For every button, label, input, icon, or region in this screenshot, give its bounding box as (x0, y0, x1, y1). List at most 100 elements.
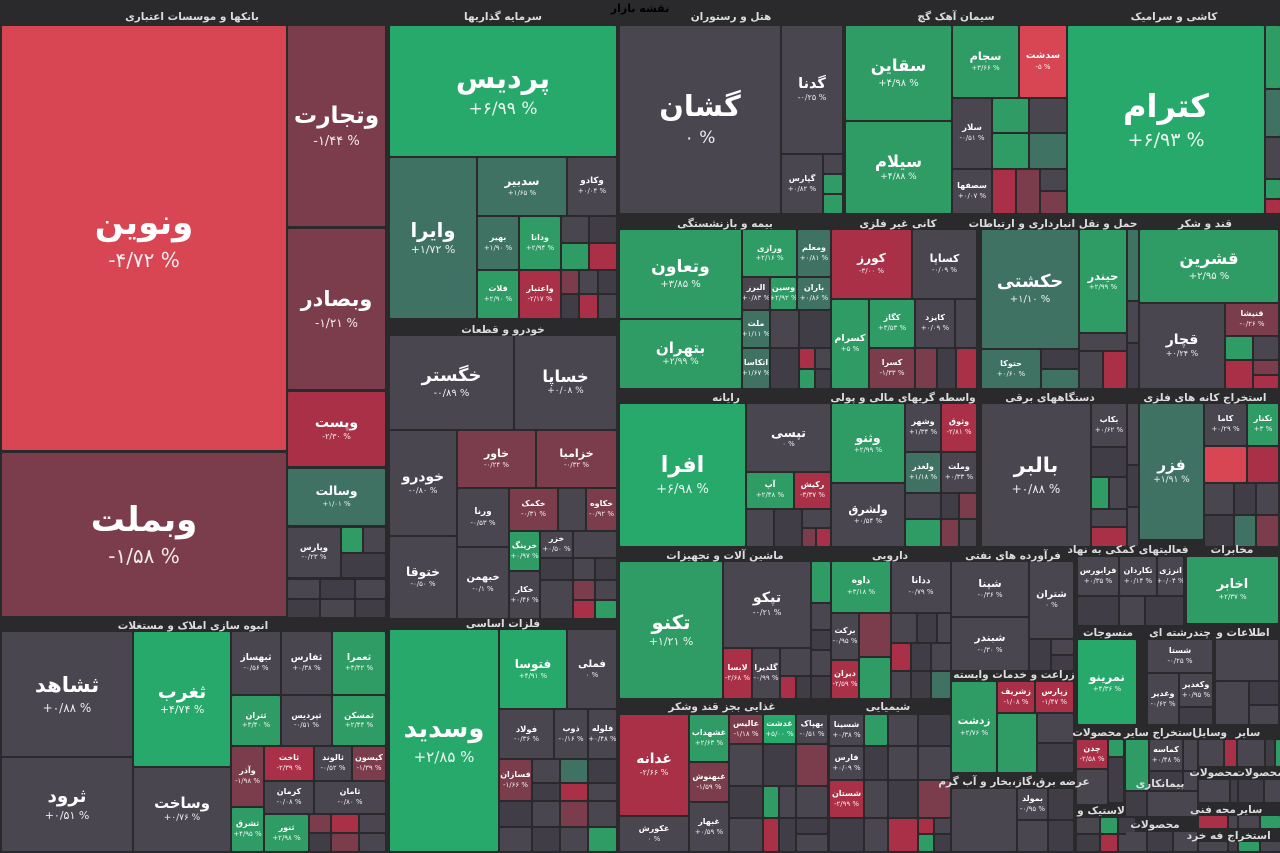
stock-tile[interactable]: وغدیر -۰/۶۲ % (1148, 674, 1178, 724)
stock-tile[interactable]: وتعاون +۳/۸۵ % (620, 230, 741, 318)
stock-tile-small[interactable] (1266, 200, 1280, 213)
stock-tile-small[interactable] (993, 170, 1015, 213)
stock-tile-small[interactable] (889, 747, 917, 779)
stock-tile-small[interactable] (1109, 740, 1123, 756)
stock-tile-small[interactable] (797, 787, 827, 817)
stock-tile[interactable]: وآذر -۱/۹۸ % (232, 747, 263, 806)
stock-tile-small[interactable] (1052, 656, 1073, 670)
stock-tile[interactable]: وسدید +۲/۸۵ % (390, 630, 498, 851)
stock-tile-small[interactable] (816, 349, 830, 368)
stock-tile[interactable]: شتران ۰ % (1030, 562, 1073, 638)
stock-tile-small[interactable] (596, 601, 616, 618)
stock-tile-small[interactable] (288, 600, 319, 617)
stock-tile-small[interactable] (541, 559, 572, 579)
stock-tile[interactable]: کساپا -۰/۰۹ % (913, 230, 976, 298)
stock-tile[interactable]: ولشرق +۰/۵۴ % (832, 484, 904, 546)
stock-tile[interactable]: سقاین +۴/۹۸ % (846, 26, 951, 120)
stock-tile[interactable]: وشهر +۱/۳۴ % (906, 404, 940, 451)
stock-tile-small[interactable] (1261, 842, 1280, 851)
stock-tile[interactable]: اتکاسا +۱/۶۷ % (743, 349, 769, 388)
stock-tile-small[interactable] (1148, 832, 1172, 851)
stock-tile-small[interactable] (824, 155, 842, 173)
stock-tile[interactable]: ثشاهد +۰/۸۸ % (2, 632, 132, 756)
stock-tile[interactable]: بمولد -۰/۹۵ % (1018, 789, 1047, 819)
stock-tile-small[interactable] (812, 562, 830, 602)
stock-tile-small[interactable] (562, 295, 578, 318)
stock-tile[interactable]: ثمسکن +۲/۴۴ % (333, 696, 385, 745)
stock-tile-small[interactable] (590, 217, 616, 242)
stock-tile-small[interactable] (1199, 740, 1223, 766)
stock-tile-small[interactable] (1216, 682, 1248, 724)
stock-tile-small[interactable] (889, 715, 917, 745)
stock-tile[interactable]: نمرینو +۴/۳۶ % (1078, 640, 1136, 724)
stock-tile-small[interactable] (1265, 780, 1280, 802)
stock-tile[interactable]: کماسه +۰/۴۸ % (1150, 740, 1182, 770)
stock-tile-small[interactable] (500, 828, 531, 851)
stock-tile-small[interactable] (1080, 334, 1126, 350)
stock-tile[interactable]: ثاخت -۲/۳۹ % (265, 747, 313, 780)
stock-tile[interactable]: ددانا -۰/۷۹ % (892, 562, 950, 612)
stock-tile-small[interactable] (559, 489, 585, 530)
stock-tile-small[interactable] (1276, 740, 1280, 766)
stock-tile[interactable]: خگستر -۰/۸۹ % (390, 336, 513, 429)
stock-tile-small[interactable] (1226, 337, 1252, 359)
stock-tile[interactable]: خودرو -۰/۸۰ % (390, 431, 456, 535)
stock-tile-small[interactable] (1250, 706, 1278, 724)
stock-tile-small[interactable] (797, 677, 810, 698)
stock-tile-small[interactable] (764, 787, 778, 817)
stock-tile-small[interactable] (1128, 466, 1138, 506)
stock-tile-small[interactable] (364, 528, 385, 552)
stock-tile[interactable]: فتوسا +۴/۹۱ % (500, 630, 566, 708)
stock-tile[interactable]: وبصادر -۱/۲۱ % (288, 229, 385, 389)
stock-tile[interactable]: وتجارت -۱/۴۴ % (288, 26, 385, 226)
stock-tile-small[interactable] (1254, 376, 1278, 388)
stock-tile[interactable]: خکار +۰/۴۶ % (510, 572, 539, 618)
stock-tile-small[interactable] (342, 528, 362, 552)
stock-tile-small[interactable] (332, 834, 358, 851)
stock-tile[interactable]: عالیس -۱/۱۸ % (730, 715, 762, 743)
stock-tile-small[interactable] (764, 819, 778, 851)
stock-tile-small[interactable] (1174, 832, 1197, 851)
stock-tile-small[interactable] (321, 600, 354, 617)
stock-tile[interactable]: ثالوند -۰/۵۲ % (315, 747, 351, 780)
stock-tile[interactable]: ورنا -۰/۵۳ % (458, 489, 508, 546)
stock-tile[interactable]: غدانه -۲/۶۶ % (620, 715, 688, 815)
stock-tile[interactable]: برکت -۰/۹۵ % (832, 614, 858, 659)
stock-tile-small[interactable] (1077, 818, 1099, 833)
stock-tile[interactable]: غکورش ۰ % (620, 817, 688, 851)
stock-tile[interactable]: فلات +۲/۹۰ % (478, 271, 518, 318)
stock-tile[interactable]: سدبیر +۱/۶۵ % (478, 158, 566, 215)
stock-tile-small[interactable] (1128, 508, 1138, 546)
stock-tile[interactable]: کورز -۳/۰۰ % (832, 230, 911, 298)
stock-tile[interactable]: فارس +۰/۰۹ % (830, 747, 863, 779)
stock-tile-small[interactable] (574, 559, 594, 579)
stock-tile[interactable]: وایرا +۱/۷۲ % (390, 158, 476, 318)
stock-tile-small[interactable] (1239, 780, 1263, 802)
stock-tile-small[interactable] (1199, 842, 1227, 851)
stock-tile-small[interactable] (747, 510, 773, 546)
stock-tile[interactable]: وساخت +۰/۷۶ % (134, 768, 230, 851)
stock-tile-small[interactable] (800, 311, 830, 347)
stock-tile-small[interactable] (356, 580, 385, 598)
stock-tile[interactable]: سیلام +۴/۸۸ % (846, 122, 951, 213)
stock-tile[interactable]: کایزد +۰/۰۹ % (916, 300, 954, 347)
stock-tile[interactable]: زپارس -۱/۴۷ % (1036, 682, 1073, 712)
stock-tile-small[interactable] (589, 784, 616, 800)
stock-tile-small[interactable] (1126, 740, 1148, 790)
stock-tile[interactable]: افرا +۶/۹۸ % (620, 404, 745, 546)
stock-tile[interactable]: دیران -۲/۵۹ % (832, 661, 858, 698)
stock-tile[interactable]: وکادو +۰/۰۴ % (568, 158, 616, 215)
stock-tile-small[interactable] (919, 715, 950, 745)
stock-tile-small[interactable] (780, 819, 795, 851)
stock-tile-small[interactable] (817, 529, 830, 546)
stock-tile[interactable]: ختوقا -۰/۵۰ % (390, 537, 456, 618)
stock-tile-small[interactable] (730, 745, 762, 785)
stock-tile[interactable]: ملت +۱/۱۱ % (743, 311, 769, 347)
stock-tile[interactable]: ورازی +۲/۱۶ % (743, 230, 796, 276)
stock-tile[interactable]: وپارس -۰/۲۳ % (288, 528, 340, 577)
stock-tile[interactable]: خبهمن -۰/۱ % (458, 548, 508, 618)
stock-tile-small[interactable] (1225, 740, 1236, 766)
stock-tile-small[interactable] (812, 604, 830, 629)
stock-tile-small[interactable] (1078, 597, 1118, 625)
stock-tile-small[interactable] (916, 349, 936, 388)
